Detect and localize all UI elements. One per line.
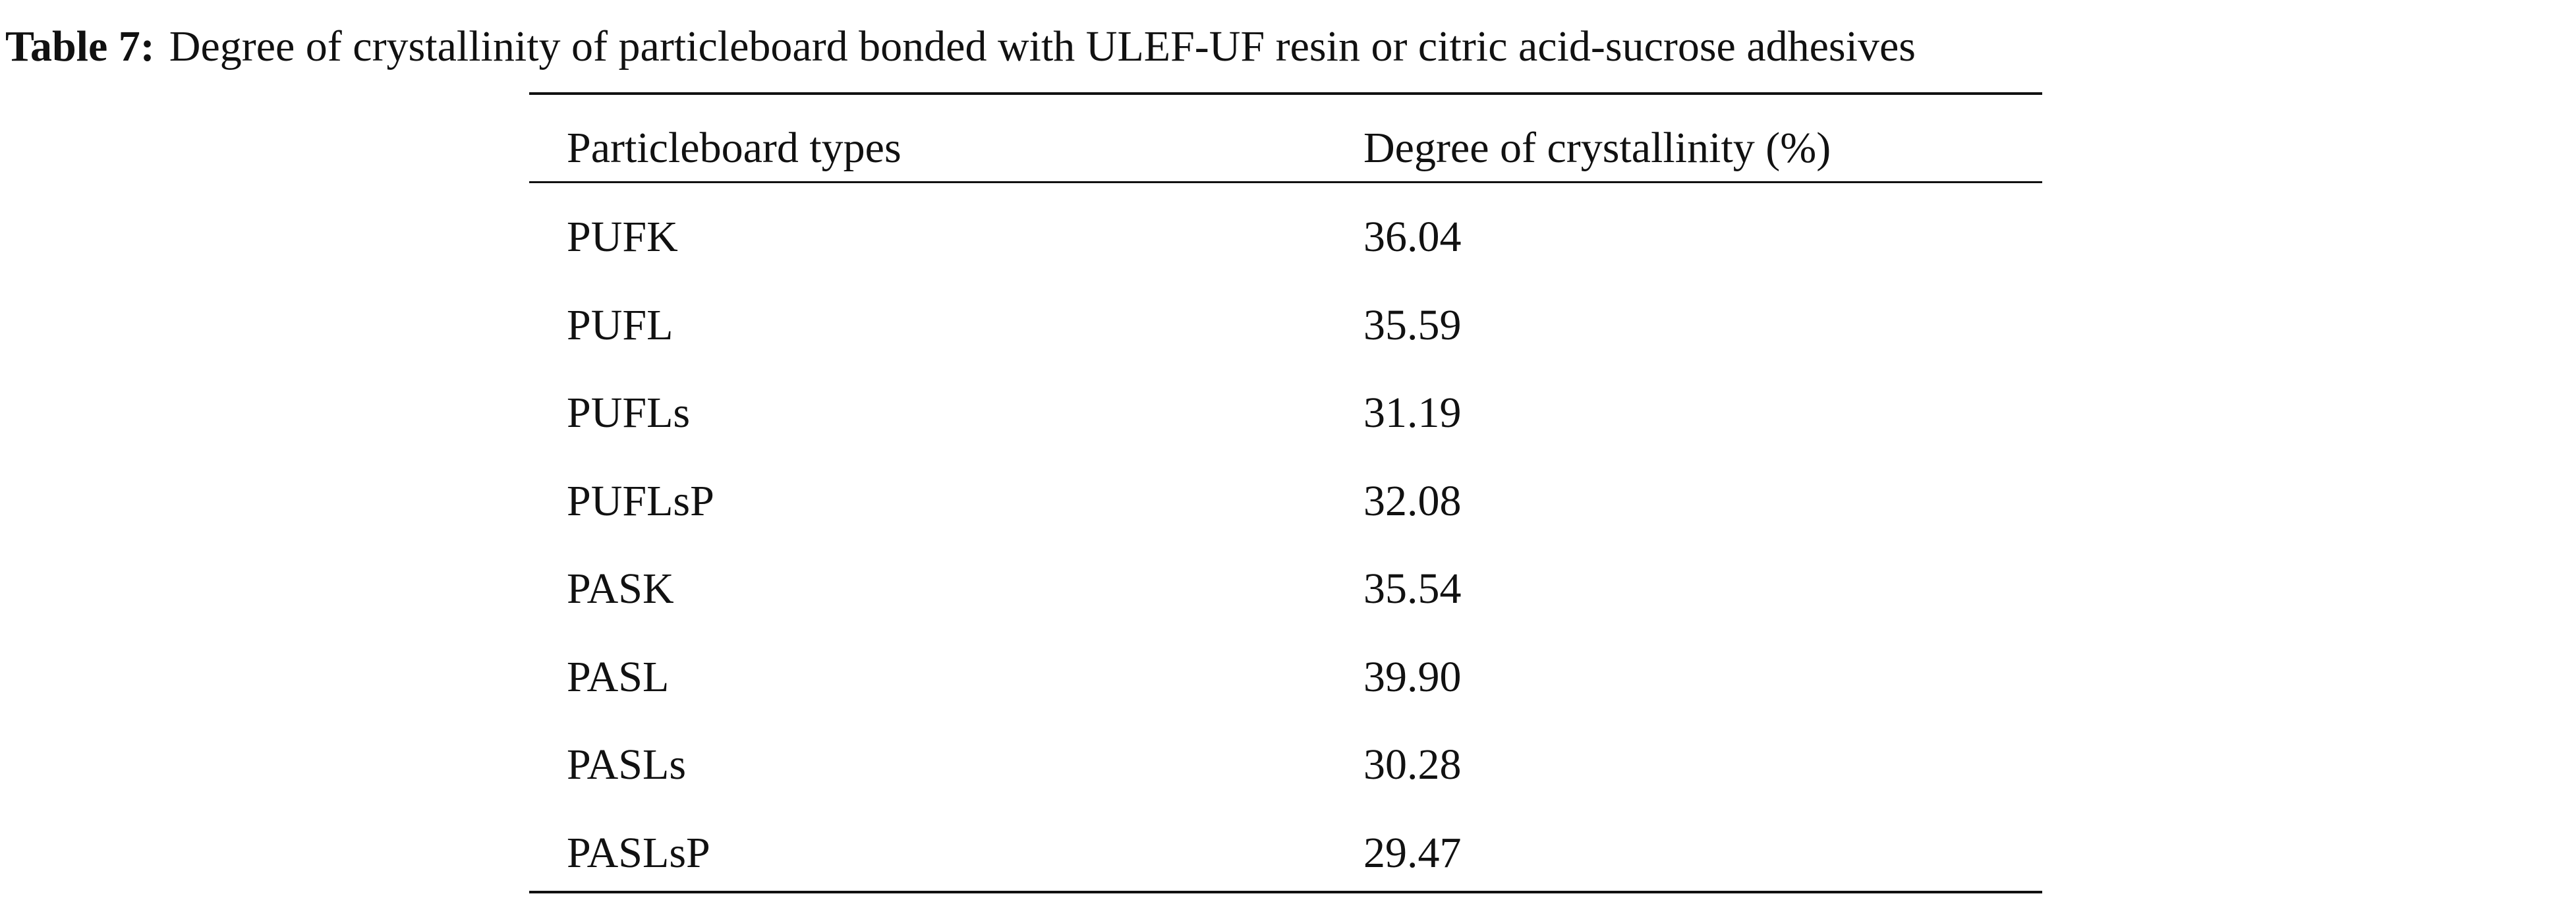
bottom-rule [529,891,2042,893]
table-cell: 32.08 [1363,476,1462,525]
table-cell: PUFLsP [567,476,714,525]
table-cell: 31.19 [1363,389,1462,437]
table-cell: 29.47 [1363,828,1462,877]
caption-label: Table 7: [5,22,155,70]
table-cell: PUFK [567,213,678,261]
table-cell: 35.54 [1363,565,1462,613]
table-cell: PASL [567,652,670,701]
caption-text: Degree of crystallinity of particleboard… [169,22,1916,70]
table-cell: 36.04 [1363,213,1462,261]
table-cell: 39.90 [1363,652,1462,701]
table-cell: PUFL [567,300,673,349]
table-cell: PASLs [567,741,687,789]
header-rule [529,181,2042,183]
table-cell: PUFLs [567,389,691,437]
header-cell: Particleboard types [567,124,902,172]
header-cell: Degree of crystallinity (%) [1363,124,1831,172]
top-rule [529,92,2042,95]
caption: Table 7: Degree of crystallinity of parti… [5,25,1916,69]
table-cell: 30.28 [1363,741,1462,789]
table-cell: PASLsP [567,828,710,877]
table-cell: PASK [567,565,674,613]
table-cell: 35.59 [1363,300,1462,349]
